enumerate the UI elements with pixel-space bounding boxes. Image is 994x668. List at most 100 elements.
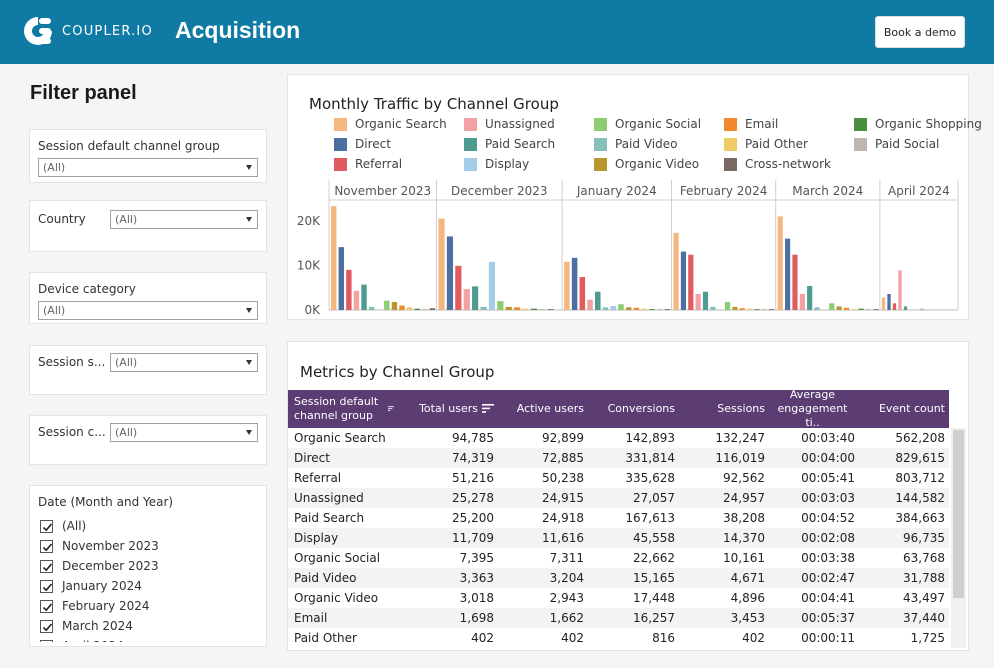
bar-paid-social [865,309,872,310]
table-row[interactable]: Paid Other 402 402 816 402 00:00:11 1,725 [288,628,949,648]
bar-paid-video [368,306,375,310]
date-option[interactable]: March 2024 [40,616,260,636]
legend-item[interactable]: Paid Search [464,137,555,151]
legend-item[interactable]: Unassigned [464,117,555,131]
bar-paid-video [602,307,609,310]
date-option[interactable]: January 2024 [40,576,260,596]
legend-item[interactable]: Organic Video [594,157,699,171]
bar-paid-search [472,286,479,310]
date-option[interactable]: November 2023 [40,536,260,556]
checkbox-checked-icon[interactable] [40,539,53,553]
checkbox-checked-icon[interactable] [40,519,53,533]
checkbox-checked-icon[interactable] [40,599,53,613]
metric-cell: 31,788 [903,571,945,585]
bar-unassigned [353,290,360,310]
bar-email [843,307,850,310]
bar-unassigned [695,293,701,310]
channel-cell: Email [294,611,328,625]
country-select[interactable]: (All) [110,210,258,229]
date-option[interactable]: (All) [40,516,260,536]
country-filter: Country (All) [29,200,267,252]
bar-organic-video [505,306,512,310]
sort-icon[interactable] [482,404,494,414]
table-row[interactable]: Unassigned 25,278 24,915 27,057 24,957 00:03:… [288,488,949,508]
metric-cell: 4,896 [730,591,765,605]
y-tick-label: 10K [297,258,321,272]
table-row[interactable]: Paid Video 3,363 3,204 15,165 4,671 00:02:47 3… [288,568,949,588]
session-campaign-select[interactable]: (All) [110,423,258,442]
legend-item[interactable]: Display [464,157,529,171]
table-header: Session default channel group Total user… [288,388,949,429]
bar-paid-search [361,284,367,310]
metric-cell: 24,915 [542,491,584,505]
month-label: November 2023 [334,184,431,198]
column-header-active-users[interactable]: Active users [516,402,584,415]
table-row[interactable]: Organic Social 7,395 7,311 22,662 10,161 00:0… [288,548,949,568]
table-scrollbar[interactable] [951,428,966,648]
channel-group-select[interactable]: (All) [38,158,258,177]
bar-email [399,305,405,310]
metric-cell: 144,582 [895,491,945,505]
legend-item[interactable]: Paid Social [854,137,939,151]
legend-item[interactable]: Organic Shopping [854,117,982,131]
column-header-total-users[interactable]: Total users [416,390,494,428]
bar-organic-social [829,303,835,310]
metric-cell: 00:02:47 [801,571,855,585]
app-header: COUPLER.IO Acquisition Book a demo [0,0,994,64]
bar-email [739,308,745,310]
legend-item[interactable]: Organic Search [334,117,447,131]
bar-referral [346,269,352,311]
month-label: December 2023 [451,184,548,198]
metric-cell: 45,558 [633,531,675,545]
date-option[interactable]: April 2024 [40,636,260,642]
sort-icon[interactable] [387,404,394,414]
checkbox-checked-icon[interactable] [40,619,53,633]
bar-organic-search [331,206,337,310]
date-option[interactable]: December 2023 [40,556,260,576]
metric-cell: 15,165 [633,571,675,585]
session-source-select[interactable]: (All) [110,353,258,372]
column-header-channel[interactable]: Session default channel group [294,390,394,428]
checkbox-checked-icon[interactable] [40,579,53,593]
metric-cell: 562,208 [895,431,945,445]
table-row[interactable]: Display 11,709 11,616 45,558 14,370 00:02:08 9… [288,528,949,548]
legend-label: Email [745,117,779,131]
legend-item[interactable]: Organic Social [594,117,701,131]
device-select[interactable]: (All) [38,301,258,320]
traffic-chart-card: Monthly Traffic by Channel Group Organic… [287,74,982,320]
bar-organic-search [564,261,570,310]
column-header-sessions[interactable]: Sessions [717,402,765,415]
table-row[interactable]: Paid Search 25,200 24,918 167,613 38,208 00:0… [288,508,949,528]
legend-item[interactable]: Direct [334,137,391,151]
date-option[interactable]: February 2024 [40,596,260,616]
metric-cell: 402 [561,631,584,645]
metric-cell: 11,616 [542,531,584,545]
legend-item[interactable]: Email [724,117,778,131]
checkbox-checked-icon[interactable] [40,559,53,573]
session-source-label: Session s... [38,355,106,369]
legend-item[interactable]: Paid Other [724,137,808,151]
y-tick-label: 20K [297,214,321,228]
column-header-conversions[interactable]: Conversions [607,402,675,415]
table-row[interactable]: Email 1,698 1,662 16,257 3,453 00:05:37 37,440 [288,608,949,628]
legend-label: Organic Social [615,117,702,131]
scrollbar-thumb[interactable] [953,430,964,598]
table-row[interactable]: Direct 74,319 72,885 331,814 116,019 00:04:00… [288,448,949,468]
bar-email [633,307,640,310]
legend-label: Paid Other [745,137,808,151]
legend-item[interactable]: Cross-network [724,157,831,171]
legend-swatch [854,117,867,131]
table-row[interactable]: Organic Search 94,785 92,899 142,893 132,247… [288,428,949,448]
column-header-engagement[interactable]: Average engagement ti.. [777,388,848,429]
legend-item[interactable]: Referral [334,157,402,171]
channel-cell: Display [294,531,339,545]
metric-cell: 92,899 [542,431,584,445]
table-row[interactable]: Organic Video 3,018 2,943 17,448 4,896 00:04:… [288,588,949,608]
checkbox-checked-icon[interactable] [40,639,53,642]
column-header-event-count[interactable]: Event count [878,402,945,415]
table-row[interactable]: Referral 51,216 50,238 335,628 92,562 00:05:4… [288,468,949,488]
legend-item[interactable]: Paid Video [594,137,677,151]
book-demo-button[interactable]: Book a demo [875,16,965,48]
metric-cell: 00:05:37 [801,611,855,625]
metric-cell: 63,768 [903,551,945,565]
